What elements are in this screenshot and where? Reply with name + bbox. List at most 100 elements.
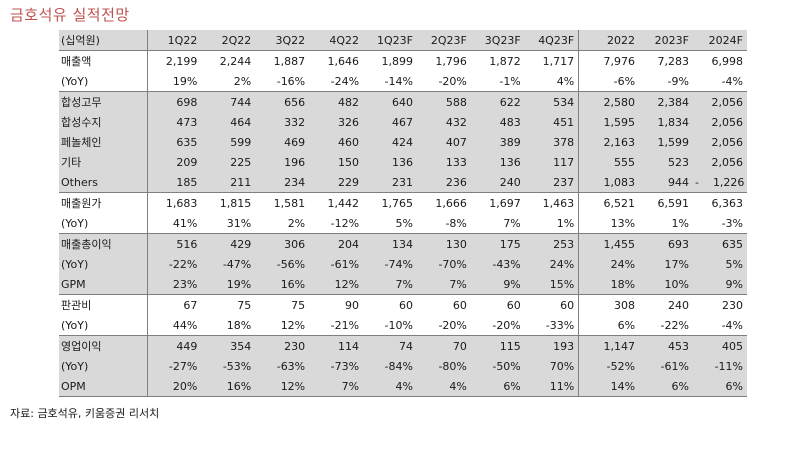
table-cell: 60: [416, 294, 471, 315]
table-cell: 204: [309, 233, 364, 254]
table-cell: 90: [309, 294, 364, 315]
table-cell: 237: [524, 172, 580, 193]
table-cell: 4%: [363, 376, 417, 397]
table-row: 기타 209 225 196 150 136 133 136 117 555 523 2,056: [59, 152, 747, 172]
table-cell: 2,244: [201, 50, 256, 71]
table-cell: 656: [255, 91, 310, 112]
row-label: 판관비: [59, 294, 148, 315]
table-cell: 5%: [692, 254, 747, 274]
table-cell: 225: [201, 152, 256, 172]
table-cell: 432: [416, 112, 471, 132]
dash-mark: -: [694, 175, 699, 189]
table-cell: 6%: [578, 315, 640, 336]
table-cell: 31%: [226, 216, 252, 230]
table-cell: 1,442: [309, 192, 364, 213]
table-cell: -9%: [667, 74, 689, 88]
row-label: 매출총이익: [59, 233, 148, 254]
table-cell: -20%: [438, 74, 467, 88]
table-cell: 60: [363, 294, 417, 315]
table-cell: 1,697: [470, 192, 525, 213]
table-cell: -4%: [721, 318, 743, 332]
table-cell: 451: [524, 112, 580, 132]
table-cell: 407: [416, 132, 471, 152]
table-cell: 635: [147, 132, 202, 152]
table-cell: -50%: [470, 356, 525, 376]
column-header: 2Q23F: [416, 30, 471, 51]
earnings-table: (십억원) 1Q22 2Q22 3Q22 4Q22 1Q23F 2Q23F 3Q23F 4Q23…: [59, 30, 747, 397]
table-cell: 117: [524, 152, 580, 172]
table-cell: 2,056: [692, 112, 747, 132]
table-cell: 41%: [172, 216, 198, 230]
table-cell: 70%: [524, 356, 580, 376]
table-cell: 134: [363, 233, 417, 254]
table-cell: -11%: [692, 356, 747, 376]
table-cell: 234: [255, 172, 310, 193]
table-row: 영업이익 449 354 230 114 74 70 115 193 1,147 453 405: [59, 335, 747, 356]
table-cell: 7%: [363, 274, 417, 295]
table-cell: 10%: [639, 274, 693, 295]
table-cell: 150: [309, 152, 364, 172]
table-row: 합성고무 698 744 656 482 640 588 622 534 2,580 2,384 2,…: [59, 91, 747, 112]
table-cell: 2,199: [147, 50, 202, 71]
table-cell: 1,646: [309, 50, 364, 71]
table-row: 판관비 67 75 75 90 60 60 60 60 308 240 230: [59, 294, 747, 315]
table-cell: -61%: [309, 254, 364, 274]
table-cell: 516: [147, 233, 202, 254]
table-cell: 354: [201, 335, 256, 356]
table-cell: 326: [309, 112, 364, 132]
table-cell: 7%: [503, 216, 521, 230]
table-cell: -1,226: [692, 172, 747, 193]
table-cell: 60: [470, 294, 525, 315]
row-label: 영업이익: [59, 335, 148, 356]
table-cell: 449: [147, 335, 202, 356]
table-cell: 7%: [309, 376, 364, 397]
row-label: (YoY): [59, 254, 148, 274]
table-row: 합성수지 473 464 332 326 467 432 483 451 1,595 1,834 2,…: [59, 112, 747, 132]
column-header: 3Q23F: [470, 30, 525, 51]
table-cell: 622: [470, 91, 525, 112]
table-cell: 16%: [255, 274, 310, 295]
table-cell: 473: [147, 112, 202, 132]
column-header: 1Q23F: [363, 30, 417, 51]
table-cell: -10%: [384, 318, 413, 332]
table-cell: -21%: [330, 318, 360, 332]
row-label: 기타: [59, 152, 148, 172]
table-cell: 209: [147, 152, 202, 172]
table-cell: 7%: [416, 274, 471, 295]
row-label: (YoY): [59, 356, 148, 376]
table-cell: -47%: [201, 254, 256, 274]
table-cell: -4%: [721, 74, 743, 88]
table-cell: -74%: [363, 254, 417, 274]
table-row: (YoY) -27% -53% -63% -73% -84% -80% -50% 70% -52%…: [59, 356, 747, 376]
table-row: OPM 20% 16% 12% 7% 4% 4% 6% 11% 14% 6% 6%: [59, 376, 747, 397]
table-cell: 15%: [524, 274, 580, 295]
column-header: 2023F: [639, 30, 693, 51]
row-label: 페놀체인: [59, 132, 148, 152]
table-cell: 1,683: [147, 192, 202, 213]
table-row: Others 185 211 234 229 231 236 240 237 1,083 944-1…: [59, 172, 747, 193]
table-row: 페놀체인 635 599 469 460 424 407 389 378 2,163 1,599 2,…: [59, 132, 747, 152]
column-header: 4Q22: [309, 30, 364, 51]
table-cell: 75: [201, 294, 256, 315]
table-cell: 130: [416, 233, 471, 254]
table-cell: 640: [363, 91, 417, 112]
table-cell: 534: [524, 91, 580, 112]
table-cell: 196: [255, 152, 310, 172]
table-header-row: (십억원) 1Q22 2Q22 3Q22 4Q22 1Q23F 2Q23F 3Q23F 4Q23…: [59, 30, 747, 51]
source-note: 자료: 금호석유, 키움증권 리서치: [10, 407, 160, 420]
table-cell: -33%: [524, 315, 580, 336]
table-cell: 60: [524, 294, 580, 315]
table-cell: 75: [255, 294, 310, 315]
table-cell: -22%: [660, 318, 689, 332]
table-cell: 24%: [578, 254, 640, 274]
row-label: 합성고무: [59, 91, 148, 112]
table-cell: 19%: [172, 74, 198, 88]
table-cell: 744: [201, 91, 256, 112]
table-cell: 1,147: [578, 335, 640, 356]
table-cell: -20%: [492, 318, 521, 332]
table-cell: 332: [255, 112, 310, 132]
table-cell: 6,998: [692, 50, 747, 71]
row-label: 매출액: [59, 50, 148, 71]
table-row: 매출원가 1,683 1,815 1,581 1,442 1,765 1,666 1,697 1…: [59, 192, 747, 213]
table-cell: 17%: [639, 254, 693, 274]
